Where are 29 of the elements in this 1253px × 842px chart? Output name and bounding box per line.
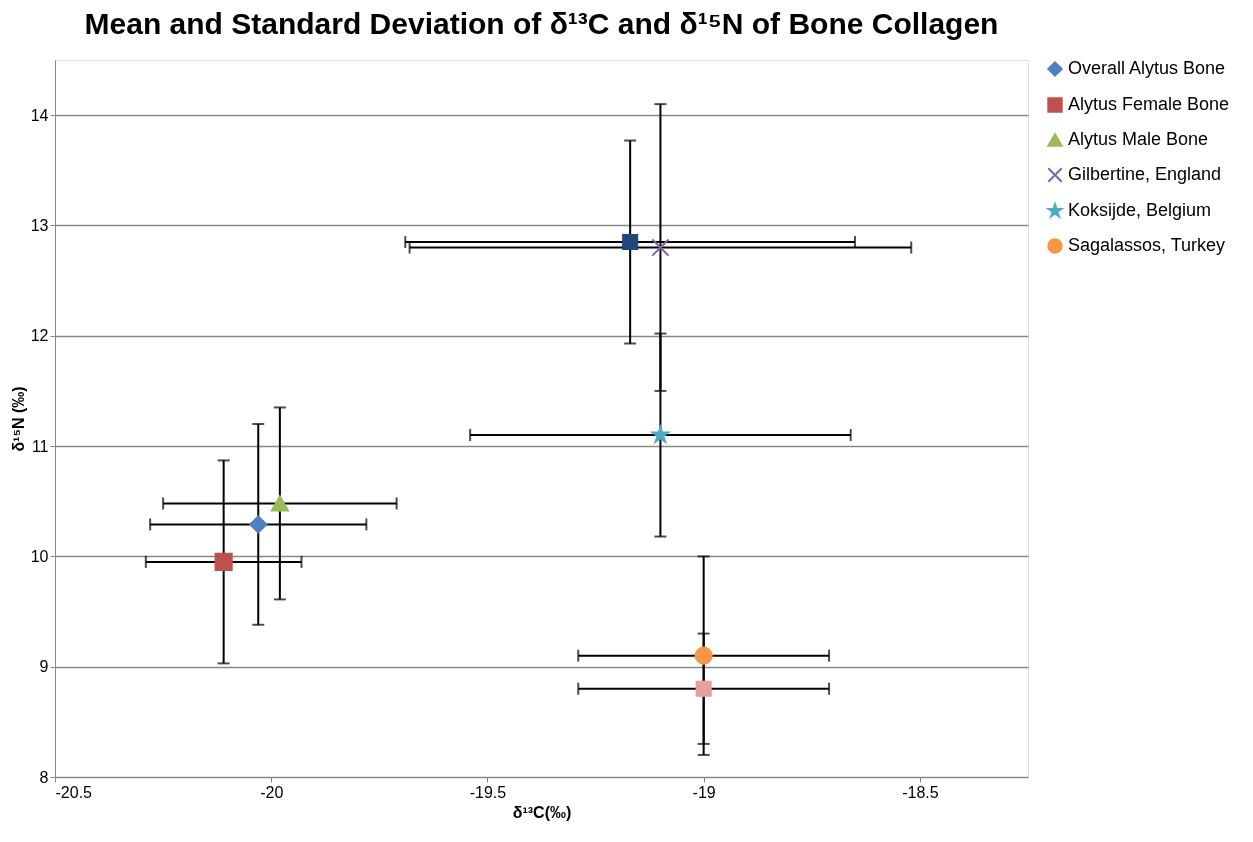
y-tick-label: 9 [39,658,49,676]
legend-label: Alytus Male Bone [1068,129,1209,149]
point [214,552,233,571]
point [694,646,713,665]
point [622,233,639,251]
y-tick-label: 10 [30,547,49,565]
point [651,238,670,257]
y-tick-label: 8 [39,768,49,786]
x-axis-title: δ¹³C(‰) [512,803,572,821]
x-tick-label: -19 [692,783,716,801]
x-tick-label: -18.5 [902,783,939,801]
chart-title: Mean and Standard Deviation of δ¹³C and δ¹⁵N of Bone Collagen [84,7,999,40]
y-axis-title: δ¹⁵N (‰) [9,386,27,452]
point [270,495,289,512]
y-tick-label: 11 [31,437,49,455]
legend-label: Gilbertine, England [1068,164,1222,184]
y-tick-label: 14 [30,106,49,124]
y-tick-label: 13 [30,216,49,234]
x-tick-label: -20 [260,783,284,801]
legend-label: Alytus Female Bone [1068,94,1230,114]
x-tick-label: -19.5 [469,783,507,801]
point [249,515,268,534]
point [695,680,712,697]
x-tick-label: -20.5 [55,783,93,801]
legend-label: Sagalassos, Turkey [1068,235,1226,255]
y-tick-label: 12 [30,327,49,345]
legend-label: Koksijde, Belgium [1068,200,1212,220]
legend-label: Overall Alytus Bone [1068,58,1226,78]
point [651,425,670,443]
